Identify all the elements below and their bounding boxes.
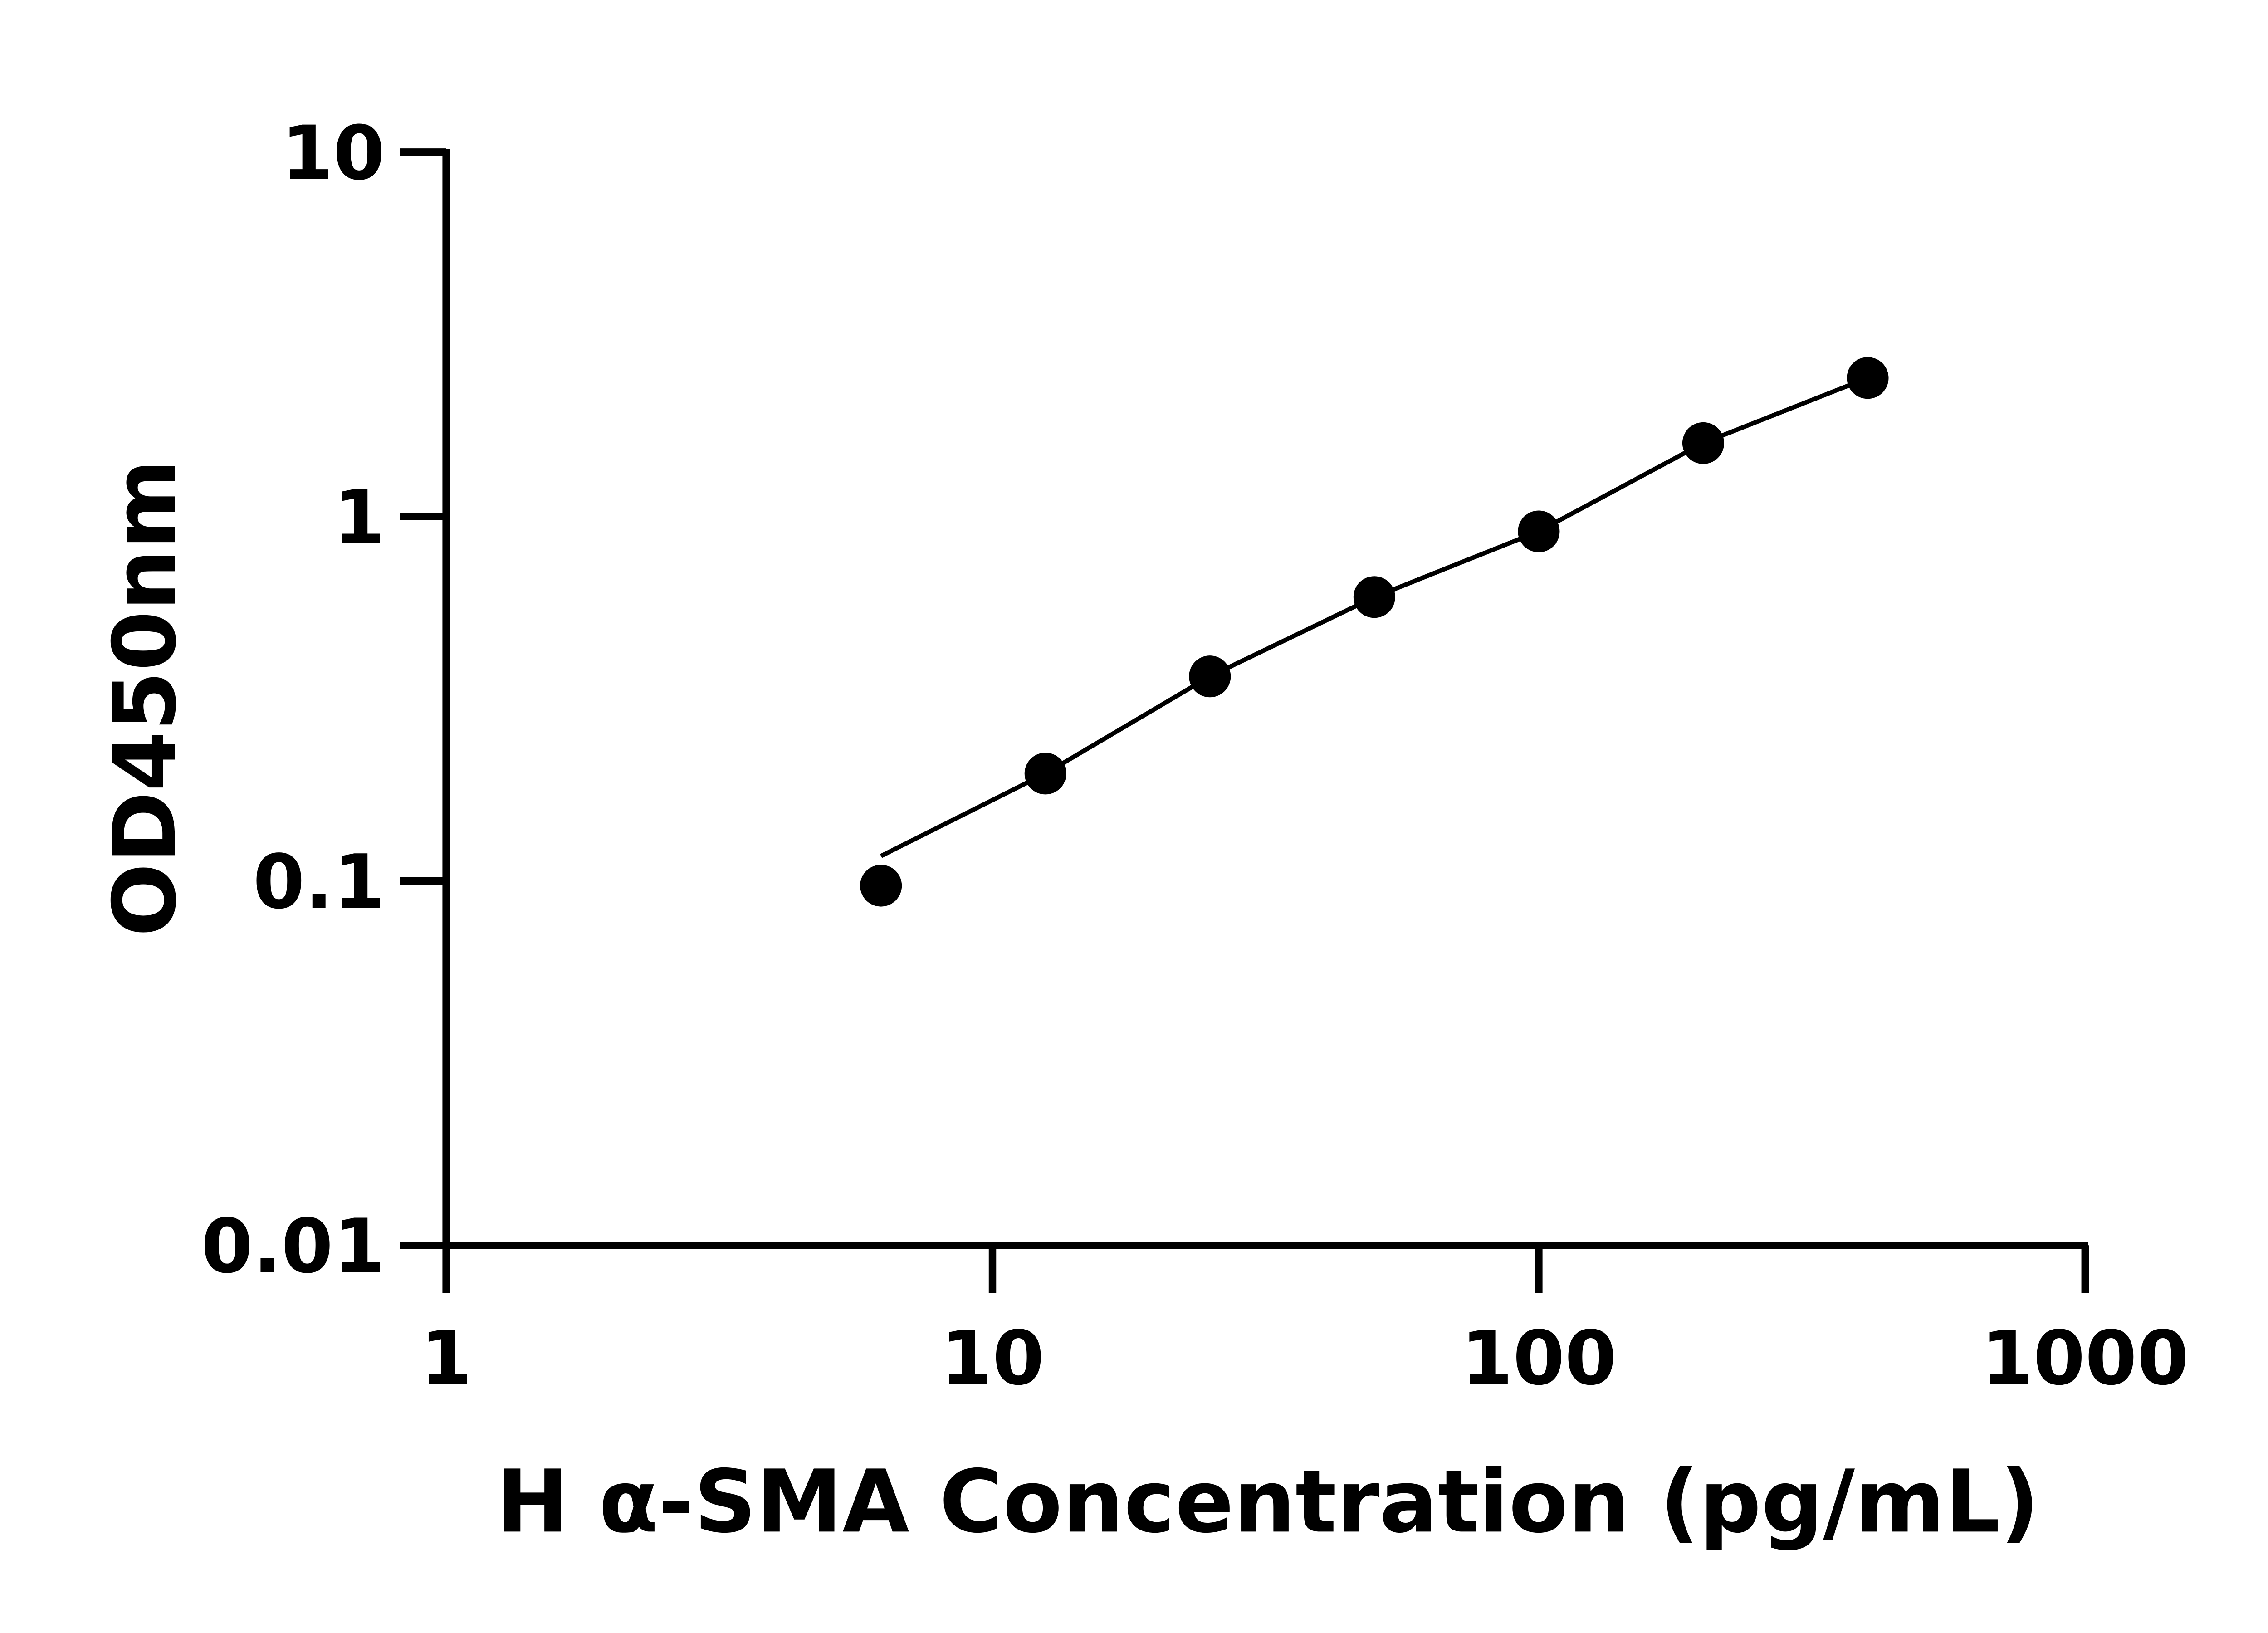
y-tick-label: 1 [333, 474, 385, 561]
data-point [1847, 357, 1889, 399]
axes [442, 149, 2088, 1249]
data-point [860, 865, 902, 907]
data-points [860, 357, 1889, 907]
x-ticks: 1 10 100 1000 [420, 1245, 2189, 1402]
y-tick-label: 0.01 [201, 1203, 385, 1290]
x-axis-label: H α-SMA Concentration (pg/mL) [496, 1451, 2039, 1552]
data-point [1189, 655, 1231, 698]
data-point [1518, 510, 1560, 552]
x-tick-label: 1000 [1981, 1315, 2189, 1402]
y-tick-label: 0.1 [253, 838, 385, 925]
x-tick-label: 100 [1461, 1315, 1617, 1402]
data-point [1682, 422, 1724, 464]
y-axis-label: OD450nm [94, 459, 195, 937]
data-point [1024, 753, 1066, 795]
data-point [1353, 576, 1395, 618]
x-tick-label: 10 [941, 1315, 1045, 1402]
x-tick-label: 1 [420, 1315, 472, 1402]
y-tick-label: 10 [281, 110, 385, 197]
y-ticks: 0.01 0.1 1 10 [201, 110, 446, 1290]
